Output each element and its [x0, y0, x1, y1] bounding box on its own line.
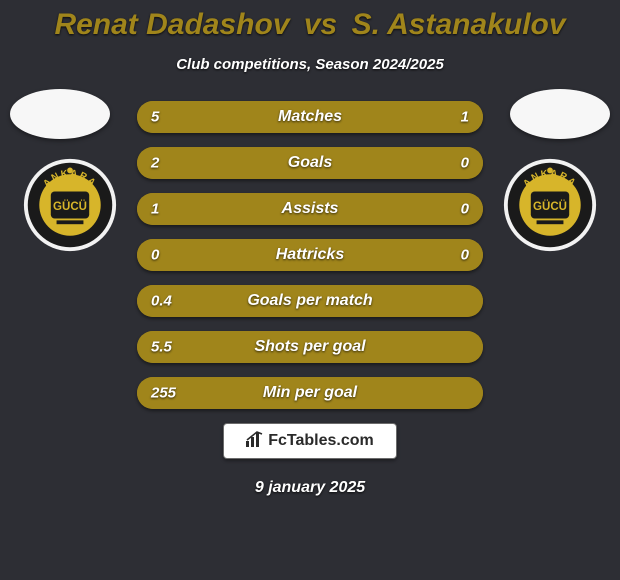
stat-row: 0.4 Goals per match — [137, 285, 483, 317]
page-title: Renat Dadashov vs S. Astanakulov — [0, 8, 620, 42]
stat-value-left: 255 — [151, 385, 176, 402]
footer-brand-text: FcTables.com — [268, 432, 374, 450]
player-2-club-badge: ANKARA GÜCÜ — [502, 157, 598, 253]
player-2-name: S. Astanakulov — [352, 8, 566, 41]
stat-value-left: 0 — [151, 247, 159, 264]
stats-list: 5 Matches 1 2 Goals 0 1 Assists 0 0 Hattricks 0 0.4 G… — [137, 101, 483, 409]
player-1-photo — [10, 89, 110, 139]
stat-label: Goals — [288, 154, 332, 172]
stat-value-right: 0 — [461, 201, 469, 218]
stat-label: Min per goal — [263, 384, 357, 402]
stat-value-left: 2 — [151, 155, 159, 172]
chart-icon — [246, 431, 264, 452]
comparison-card: Renat Dadashov vs S. Astanakulov Club co… — [0, 0, 620, 580]
stat-label: Hattricks — [276, 246, 344, 264]
stat-bar-right — [424, 101, 483, 133]
date-text: 9 january 2025 — [0, 479, 620, 497]
stat-value-right: 1 — [461, 109, 469, 126]
stat-value-left: 5.5 — [151, 339, 172, 356]
stat-value-left: 0.4 — [151, 293, 172, 310]
stat-row: 5 Matches 1 — [137, 101, 483, 133]
stat-label: Matches — [278, 108, 342, 126]
stat-value-right: 0 — [461, 247, 469, 264]
player-1-club-badge: ANKARA GÜCÜ — [22, 157, 118, 253]
stat-row: 255 Min per goal — [137, 377, 483, 409]
stats-area: ANKARA GÜCÜ ANKARA GÜCÜ 5 Matches 1 2 Goals 0… — [0, 101, 620, 409]
stat-row: 0 Hattricks 0 — [137, 239, 483, 271]
stat-row: 5.5 Shots per goal — [137, 331, 483, 363]
player-1-name: Renat Dadashov — [54, 8, 289, 41]
stat-value-right: 0 — [461, 155, 469, 172]
vs-text: vs — [304, 8, 337, 41]
stat-row: 2 Goals 0 — [137, 147, 483, 179]
stat-label: Assists — [282, 200, 339, 218]
stat-row: 1 Assists 0 — [137, 193, 483, 225]
subtitle: Club competitions, Season 2024/2025 — [0, 56, 620, 73]
player-2-photo — [510, 89, 610, 139]
stat-label: Goals per match — [247, 292, 372, 310]
stat-value-left: 5 — [151, 109, 159, 126]
stat-label: Shots per goal — [254, 338, 365, 356]
footer-brand[interactable]: FcTables.com — [223, 423, 397, 459]
svg-text:GÜCÜ: GÜCÜ — [533, 200, 567, 213]
stat-value-left: 1 — [151, 201, 159, 218]
svg-text:GÜCÜ: GÜCÜ — [53, 200, 87, 213]
